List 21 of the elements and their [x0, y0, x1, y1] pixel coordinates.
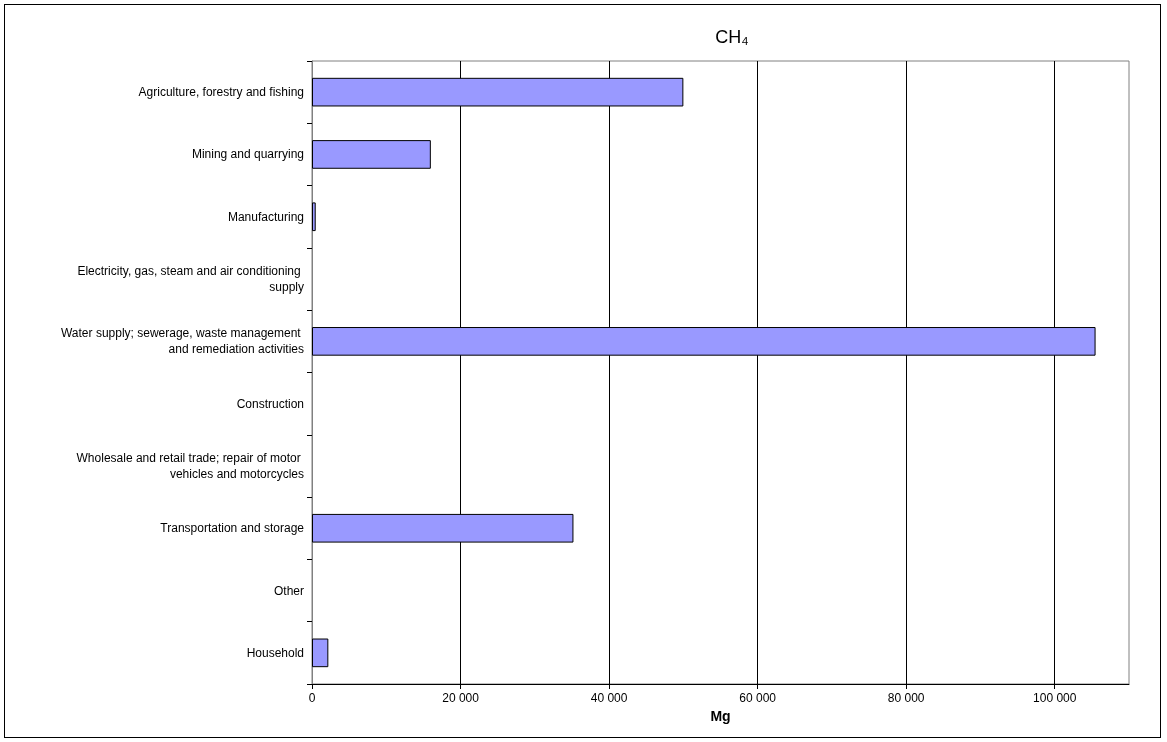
x-tick-label: 60 000 — [739, 691, 777, 705]
x-tick-label: 20 000 — [442, 691, 480, 705]
x-tick-label: 0 — [308, 691, 316, 705]
y-tick-label: Wholesale and retail trade; repair of motor vehicles and motorcycles — [76, 450, 304, 481]
y-tick-label: Other — [273, 583, 304, 598]
y-tick-label: Manufacturing — [227, 209, 304, 224]
bar — [312, 140, 431, 169]
bar — [312, 202, 316, 232]
y-tick-label: Water supply; sewerage, waste management and remediation activities — [60, 326, 304, 357]
x-tick-label: 100 000 — [1033, 691, 1077, 705]
y-tick-label: Mining and quarrying — [191, 147, 304, 162]
y-tick-label: Electricity, gas, steam and air conditioning supply — [77, 264, 304, 295]
x-tick-label: 40 000 — [590, 691, 628, 705]
y-tick-label: Agriculture, forestry and fishing — [138, 85, 304, 100]
chart-title: CH₄ — [715, 27, 749, 47]
x-axis-title: Mg — [710, 707, 731, 724]
bar — [312, 638, 329, 668]
y-tick-label: Transportation and storage — [160, 521, 305, 536]
x-tick-label: 80 000 — [887, 691, 925, 705]
y-tick-label: Construction — [236, 396, 304, 411]
y-tick-label: Household — [246, 645, 304, 660]
